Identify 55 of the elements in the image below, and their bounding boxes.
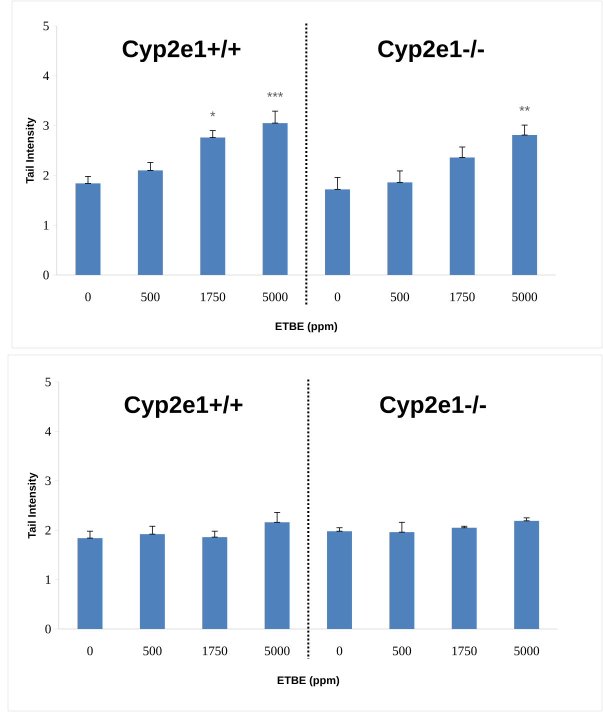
y-tick-label: 5 — [44, 22, 49, 30]
x-tick-label: 1750 — [452, 646, 477, 656]
bar — [327, 531, 352, 629]
data-label: * — [210, 111, 216, 116]
y-axis-title: Tail Intensity — [28, 472, 38, 538]
bar — [262, 123, 288, 275]
annotation: Cyp2e1-/- — [378, 40, 484, 62]
annotation: Cyp2e1+/+ — [122, 40, 240, 62]
x-tick-label: 0 — [334, 292, 340, 302]
x-tick-label: 5000 — [514, 646, 540, 656]
x-tick-label: 1750 — [200, 292, 226, 302]
y-tick-label: 0 — [43, 270, 49, 280]
y-tick-label: 1 — [46, 575, 51, 584]
x-tick-label: 500 — [392, 646, 412, 656]
bar — [514, 520, 540, 629]
y-tick-label: 4 — [45, 427, 52, 436]
y-tick-label: 2 — [43, 171, 49, 180]
x-tick-label: 1750 — [450, 292, 475, 302]
bar — [140, 534, 165, 629]
y-axis-title: Tail Intensity — [26, 117, 36, 184]
x-tick-label: 500 — [141, 292, 160, 302]
x-axis-title: ETBE (ppm) — [278, 676, 340, 686]
x-axis-title: ETBE (ppm) — [276, 322, 338, 332]
bar — [450, 157, 475, 275]
data-label: ** — [519, 106, 530, 111]
x-tick-label: 0 — [87, 646, 93, 656]
y-tick-label: 0 — [45, 624, 51, 634]
y-tick-label: 3 — [45, 476, 51, 486]
y-tick-label: 5 — [46, 378, 51, 386]
x-tick-label: 1750 — [202, 646, 228, 656]
annotation: Cyp2e1+/+ — [124, 396, 242, 418]
y-tick-label: 1 — [44, 220, 49, 230]
bar — [512, 135, 538, 275]
x-tick-label: 500 — [143, 646, 162, 656]
bar — [200, 138, 226, 275]
x-tick-label: 5000 — [262, 292, 288, 302]
bar — [389, 532, 414, 629]
annotation: Cyp2e1-/- — [380, 396, 486, 418]
bar — [325, 189, 350, 275]
bar — [138, 170, 163, 275]
x-tick-label: 0 — [336, 646, 342, 656]
data-label: *** — [267, 92, 284, 97]
x-tick-label: 0 — [85, 292, 91, 302]
bar — [452, 528, 477, 629]
y-tick-label: 2 — [45, 526, 51, 534]
x-tick-label: 500 — [390, 292, 410, 302]
bar — [264, 522, 290, 629]
bar — [202, 537, 228, 629]
bar — [76, 183, 100, 275]
bar — [78, 538, 102, 629]
y-tick-label: 3 — [43, 121, 49, 130]
x-tick-label: 5000 — [512, 292, 538, 302]
bar — [387, 182, 412, 275]
y-tick-label: 4 — [43, 72, 50, 80]
x-tick-label: 5000 — [264, 646, 290, 656]
